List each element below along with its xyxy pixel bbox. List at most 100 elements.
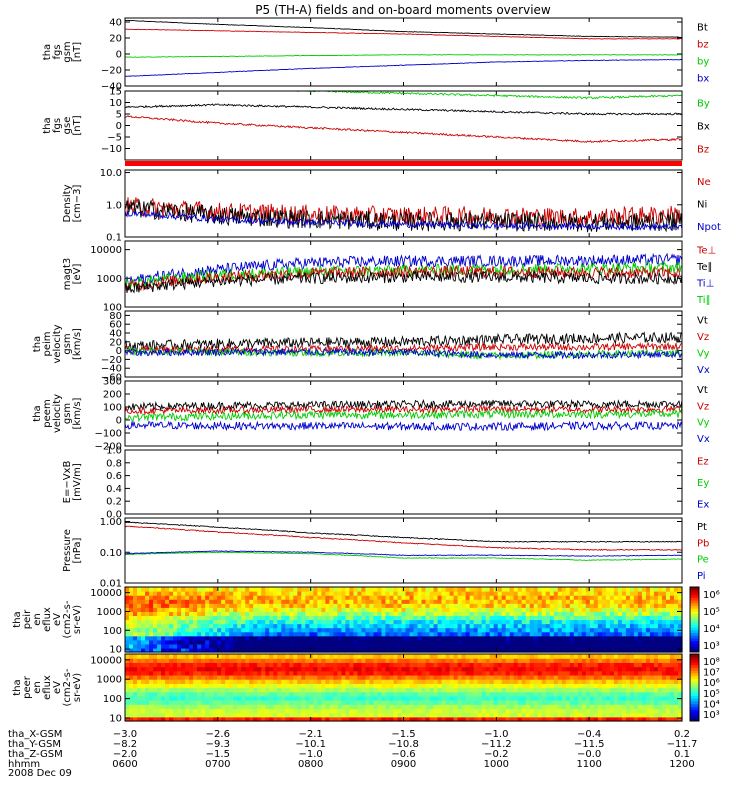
spectrogram-cell [389, 670, 395, 676]
spectrogram-cell [613, 587, 619, 592]
spectrogram-cell [277, 623, 282, 629]
spectrogram-cell [505, 683, 511, 689]
spectrogram-cell [577, 591, 583, 596]
spectrogram-cell [669, 587, 675, 592]
spectrogram-cell [273, 611, 278, 617]
series-line-Ne [125, 197, 682, 228]
spectrogram-cell [317, 691, 322, 697]
spectrogram-cell [509, 627, 515, 633]
spectrogram-cell [485, 635, 491, 641]
colorbar-cell [690, 698, 699, 702]
spectrogram-cell [197, 666, 202, 672]
spectrogram-cell [657, 695, 663, 701]
spectrogram-cell [357, 615, 363, 621]
spectrogram-cell [193, 704, 198, 710]
spectrogram-cell [533, 687, 539, 693]
y-tick-label: 0.0 [106, 510, 122, 521]
spectrogram-cell [433, 627, 439, 633]
spectrogram-cell [229, 643, 234, 649]
spectrogram-cell [669, 607, 675, 612]
spectrogram-cell [145, 700, 150, 705]
spectrogram-cell [493, 708, 499, 714]
spectrogram-cell [277, 611, 282, 617]
spectrogram-cell [493, 662, 499, 668]
spectrogram-cell [593, 695, 599, 701]
spectrogram-cell [581, 654, 587, 659]
spectrogram-cell [549, 635, 555, 641]
spectrogram-cell [353, 623, 359, 629]
spectrogram-cell [661, 599, 667, 604]
spectrogram-cell [569, 647, 575, 653]
y-axis-label: gsm [62, 403, 73, 424]
spectrogram-cell [417, 691, 423, 697]
spectrogram-cell [365, 615, 371, 621]
spectrogram-cell [309, 599, 314, 604]
spectrogram-cell [309, 615, 314, 621]
spectrogram-cell [605, 615, 611, 621]
spectrogram-cell [437, 704, 443, 710]
spectrogram-cell [181, 662, 186, 668]
spectrogram-cell [565, 627, 571, 633]
spectrogram-cell [393, 666, 399, 672]
spectrogram-cell [225, 712, 230, 718]
spectrogram-cell [197, 615, 202, 621]
spectrogram-cell [393, 603, 399, 608]
spectrogram-cell [545, 615, 551, 621]
spectrogram-cell [637, 607, 643, 612]
spectrogram-cell [413, 716, 419, 722]
spectrogram-cell [385, 639, 391, 645]
spectrogram-cell [389, 708, 395, 714]
spectrogram-cell [405, 683, 411, 689]
spectrogram-cell [589, 658, 595, 663]
spectrogram-cell [633, 674, 639, 680]
spectrogram-cell [229, 603, 234, 608]
spectrogram-cell [337, 631, 342, 637]
spectrogram-cell [309, 674, 314, 680]
spectrogram-cell [525, 643, 531, 649]
spectrogram-cell [281, 654, 286, 659]
spectrogram-cell [361, 658, 367, 663]
spectrogram-cell [373, 631, 379, 637]
spectrogram-cell [481, 700, 487, 705]
spectrogram-cell [637, 716, 643, 722]
spectrogram-cell [661, 666, 667, 672]
y-axis-label: en [32, 613, 43, 626]
spectrogram-cell [481, 639, 487, 645]
spectrogram-cell [333, 647, 338, 653]
spectrogram-cell [401, 595, 407, 600]
spectrogram-cell [501, 666, 507, 672]
spectrogram-cell [573, 658, 579, 663]
spectrogram-cell [157, 591, 162, 596]
spectrogram-cell [201, 627, 206, 633]
spectrogram-cell [573, 643, 579, 649]
spectrogram-cell [481, 599, 487, 604]
spectrogram-cell [261, 687, 266, 693]
spectrogram-cell [593, 635, 599, 641]
spectrogram-cell [253, 695, 258, 701]
spectrogram-cell [633, 611, 639, 617]
spectrogram-cell [609, 666, 615, 672]
spectrogram-cell [241, 615, 246, 621]
spectrogram-cell [421, 708, 427, 714]
spectrogram-cell [421, 670, 427, 676]
spectrogram-cell [273, 712, 278, 718]
spectrogram-cell [473, 716, 479, 722]
spectrogram-cell [377, 607, 383, 612]
spectrogram-cell [597, 679, 603, 684]
spectrogram-cell [317, 627, 322, 633]
spectrogram-cell [293, 708, 298, 714]
spectrogram-cell [345, 708, 351, 714]
spectrogram-cell [653, 666, 659, 672]
spectrogram-cell [325, 603, 330, 608]
spectrogram-cell [413, 700, 419, 705]
spectrogram-cell [385, 658, 391, 663]
spectrogram-cell [225, 670, 230, 676]
spectrogram-cell [141, 603, 146, 608]
spectrogram-cell [673, 666, 679, 672]
spectrogram-cell [517, 591, 523, 596]
spectrogram-cell [541, 683, 547, 689]
spectrogram-cell [645, 683, 651, 689]
spectrogram-cell [641, 599, 647, 604]
spectrogram-cell [569, 635, 575, 641]
spectrogram-cell [433, 599, 439, 604]
